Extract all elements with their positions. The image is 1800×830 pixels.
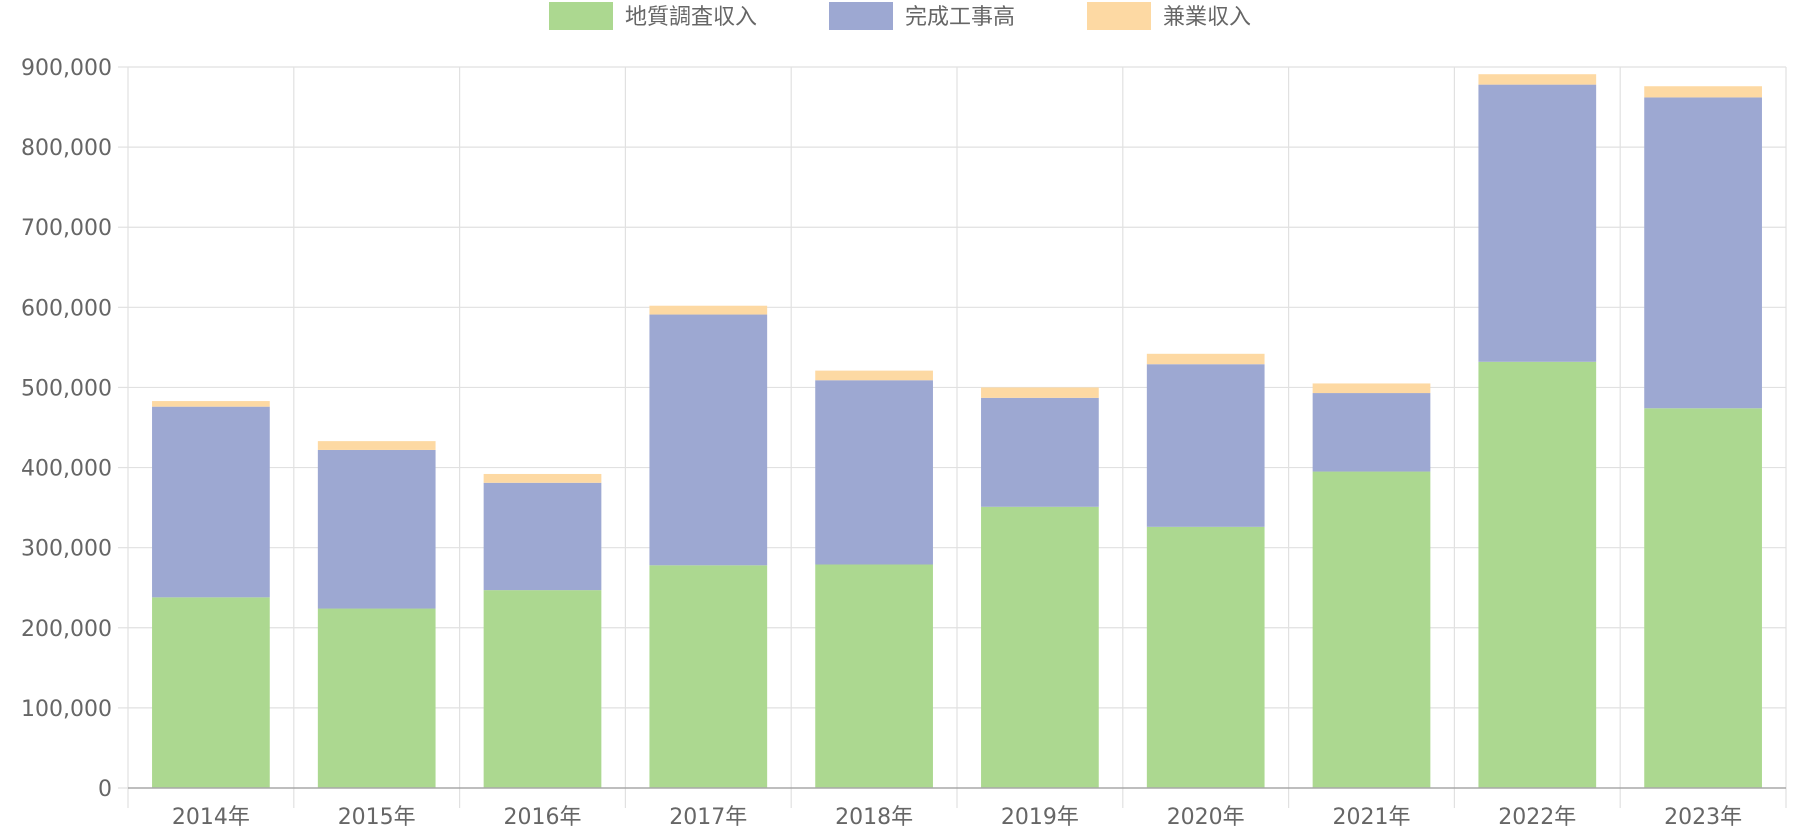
- legend-label: 完成工事高: [905, 5, 1015, 30]
- legend-swatch: [1087, 2, 1152, 30]
- bar-1-8: [1478, 84, 1597, 362]
- bar-2-0: [152, 401, 270, 407]
- bar-1-4: [815, 380, 933, 565]
- bar-0-5: [981, 506, 1099, 788]
- bar-1-0: [152, 406, 270, 598]
- bar-0-9: [1644, 408, 1762, 788]
- y-tick-label: 200,000: [21, 617, 112, 642]
- bar-1-5: [981, 397, 1099, 507]
- bar-2-6: [1146, 353, 1265, 365]
- y-tick-label: 600,000: [21, 296, 112, 321]
- bar-2-1: [317, 441, 436, 450]
- bar-2-5: [981, 387, 1099, 398]
- x-tick-label: 2022年: [1498, 805, 1576, 830]
- legend-swatch: [548, 2, 613, 30]
- y-tick-label: 900,000: [21, 56, 112, 81]
- bar-2-3: [649, 305, 768, 315]
- bar-0-7: [1312, 471, 1431, 788]
- bar-0-1: [317, 608, 436, 788]
- bar-0-0: [152, 597, 270, 788]
- bar-0-4: [815, 564, 933, 788]
- x-axis: 2014年 2015年 2016年 2017年 2018年 2019年 2020年 2021年…: [128, 787, 1786, 830]
- x-tick-label: 2020年: [1167, 805, 1245, 830]
- y-tick-label: 500,000: [21, 376, 112, 401]
- x-tick-label: 2018年: [835, 805, 913, 830]
- y-tick-label: 700,000: [21, 216, 112, 241]
- legend: 地質調査収入 完成工事高 兼業収入: [548, 2, 1251, 30]
- bar-2-8: [1478, 74, 1597, 85]
- bar-2-7: [1312, 383, 1431, 394]
- y-axis: 0 100,000 200,000 300,000 400,000 500,000 600,…: [21, 56, 112, 802]
- bar-1-3: [649, 314, 768, 566]
- bar-2-2: [483, 473, 602, 483]
- y-tick-label: 100,000: [21, 697, 112, 722]
- x-tick-label: 2023年: [1664, 805, 1742, 830]
- legend-label: 地質調査収入: [625, 5, 757, 30]
- x-tick-label: 2017年: [669, 805, 747, 830]
- x-tick-label: 2015年: [338, 805, 416, 830]
- x-tick-label: 2019年: [1001, 805, 1079, 830]
- bar-2-4: [815, 370, 933, 381]
- legend-label: 兼業収入: [1163, 5, 1251, 30]
- bar-0-8: [1478, 361, 1597, 788]
- bar-2-9: [1644, 86, 1762, 98]
- y-tick-label: 300,000: [21, 537, 112, 562]
- y-tick-label: 800,000: [21, 136, 112, 161]
- bar-1-2: [483, 482, 602, 591]
- bar-1-7: [1312, 393, 1431, 472]
- bars: [152, 74, 1762, 788]
- x-tick-label: 2021年: [1333, 805, 1411, 830]
- bar-0-3: [649, 565, 768, 788]
- legend-swatch: [828, 2, 893, 30]
- bar-1-1: [317, 449, 436, 609]
- x-tick-label: 2014年: [172, 805, 250, 830]
- bar-1-9: [1644, 97, 1762, 409]
- x-tick-label: 2016年: [504, 805, 582, 830]
- bar-0-2: [483, 590, 602, 788]
- bar-1-6: [1146, 364, 1265, 527]
- bar-0-6: [1146, 526, 1265, 788]
- y-tick-label: 0: [98, 777, 112, 802]
- y-tick-label: 400,000: [21, 457, 112, 482]
